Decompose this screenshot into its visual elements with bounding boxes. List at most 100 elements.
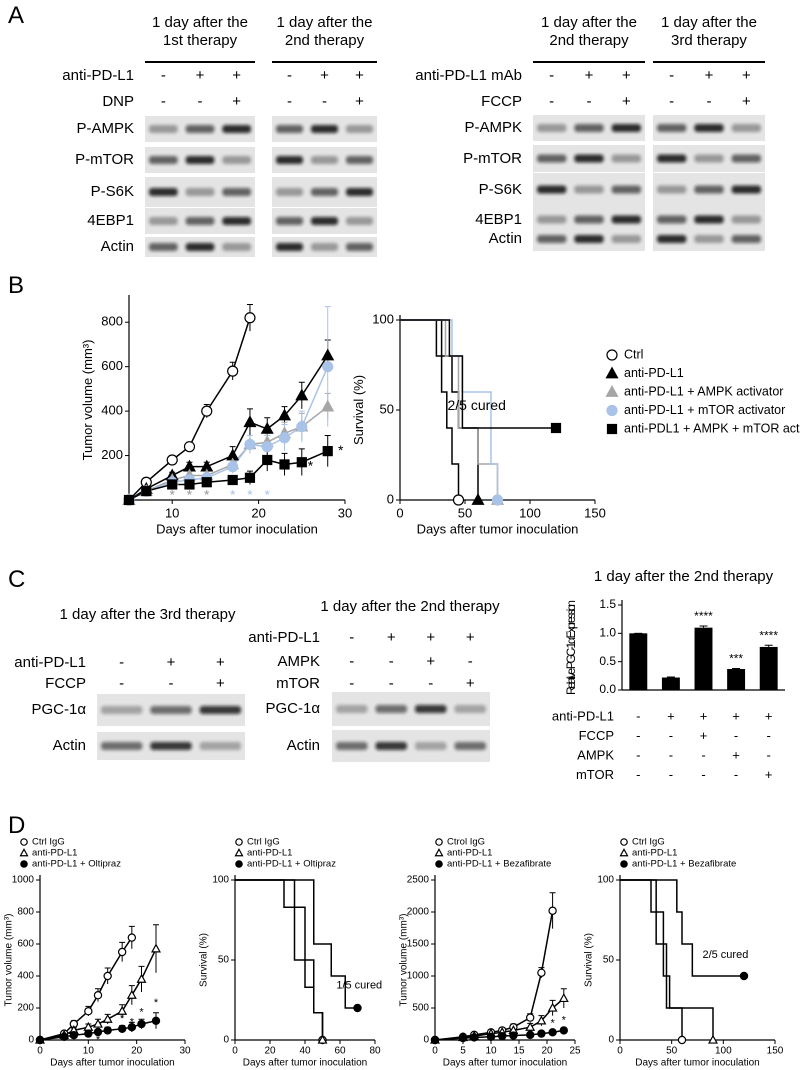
marker [525, 1021, 536, 1031]
annotation: 1/5 cured [336, 980, 382, 992]
marker [322, 361, 334, 373]
band-label: Actin [52, 737, 86, 754]
y-tick-label: 1500 [407, 939, 430, 950]
treatment-sign: - [322, 93, 327, 110]
condition-sign: - [669, 728, 673, 743]
blot-band [375, 705, 407, 713]
marker [526, 1013, 535, 1022]
condition-sign: - [701, 747, 705, 762]
blot-band [574, 215, 604, 224]
marker [35, 1035, 45, 1045]
marker [278, 408, 292, 421]
y-tick-label: 50 [218, 955, 230, 966]
y-tick-label: 0 [223, 1035, 229, 1046]
treatment-sign: + [621, 67, 631, 84]
marker [19, 848, 29, 857]
marker [244, 472, 256, 483]
marker [471, 493, 485, 505]
marker [296, 457, 307, 468]
x-axis-label: Days after tumor inoculation [156, 521, 318, 536]
y-tick-label: 400 [101, 403, 123, 418]
blot-band [311, 243, 338, 251]
marker [93, 1018, 103, 1028]
marker [69, 1030, 79, 1040]
blot-band [346, 156, 373, 164]
treatment-sign: + [232, 93, 242, 110]
x-tick-label: 50 [666, 1046, 678, 1057]
treatment-sign: - [168, 675, 174, 692]
blot-band [574, 235, 604, 243]
blot-header: 1 day after the 1st therapy [152, 14, 248, 49]
series-line [39, 937, 133, 1041]
blot-band [346, 217, 373, 225]
panel-label: D [8, 812, 26, 839]
marker [296, 421, 308, 433]
x-axis-label: Days after tumor inoculation [635, 1058, 760, 1069]
annotation: 2/5 cured [702, 949, 748, 961]
treatment-label: DNP [102, 93, 134, 110]
marker [260, 421, 274, 434]
treatment-sign: - [706, 93, 712, 110]
y-axis-label: Relative PGC-1α Expression [564, 600, 578, 695]
blot-band [537, 215, 567, 224]
marker [486, 1032, 496, 1042]
legend-label: anti-PD-L1 [632, 848, 677, 859]
treatment-label: mTOR [276, 675, 320, 692]
marker [151, 943, 161, 953]
survival-line [235, 879, 358, 1009]
x-tick-label: 60 [334, 1046, 346, 1057]
blot-band [276, 188, 303, 196]
annotation: * [247, 486, 253, 502]
x-tick-label: 100 [715, 1046, 732, 1057]
y-tick-label: 800 [17, 907, 34, 918]
condition-sign: - [734, 767, 738, 782]
marker [548, 906, 557, 915]
treatment-sign: - [349, 675, 355, 692]
marker [201, 405, 213, 417]
marker [136, 973, 147, 983]
blot-band [731, 124, 761, 132]
marker [235, 860, 243, 868]
x-tick-label: 150 [584, 505, 606, 520]
legend-label: anti-PD-L1 [447, 848, 492, 859]
x-tick-label: 20 [264, 1046, 276, 1057]
blot-band [731, 235, 761, 243]
blot-band [731, 154, 761, 163]
marker [537, 1029, 546, 1038]
annotation: * [265, 486, 271, 502]
y-tick-label: 1.5 [599, 597, 616, 611]
x-tick-label: 10 [165, 505, 179, 520]
blot-band [311, 156, 338, 164]
marker [605, 385, 619, 397]
blot-header: 1 day after the 2nd therapy [541, 14, 637, 49]
marker [526, 1030, 535, 1040]
x-tick-label: 0 [37, 1046, 43, 1057]
survival-line [235, 879, 324, 1040]
x-axis-label: Days after tumor inoculation [417, 521, 579, 536]
legend-label: anti-PD-L1 + Bezafibrate [447, 859, 551, 870]
legend-label: Ctrl [624, 347, 643, 361]
blot-band [149, 156, 178, 164]
blot-band [185, 156, 215, 164]
blot-band [222, 217, 251, 225]
x-tick-label: 5 [460, 1046, 466, 1057]
y-axis-label: Tumor volume (mm³) [4, 914, 15, 1007]
series-line [434, 997, 565, 1041]
marker [183, 441, 196, 453]
treatment-sign: - [549, 93, 555, 110]
legend-label: Ctrl IgG [32, 837, 65, 848]
legend-label: anti-PD-L1 + Bezafibrate [632, 859, 736, 870]
blot-header: 1 day after the 2nd therapy [320, 598, 500, 615]
legend-label: anti-PD-L1 [247, 848, 292, 859]
treatment-sign: + [386, 629, 396, 646]
blot-band [657, 185, 687, 194]
x-tick-label: 30 [338, 505, 352, 520]
condition-label: FCCP [579, 728, 614, 743]
y-tick-label: 200 [101, 447, 123, 462]
marker [605, 366, 619, 379]
condition-sign: - [669, 767, 673, 782]
blot-band [611, 185, 641, 194]
x-tick-label: 80 [369, 1046, 381, 1057]
x-tick-label: 15 [513, 1046, 525, 1057]
marker [353, 1003, 362, 1013]
